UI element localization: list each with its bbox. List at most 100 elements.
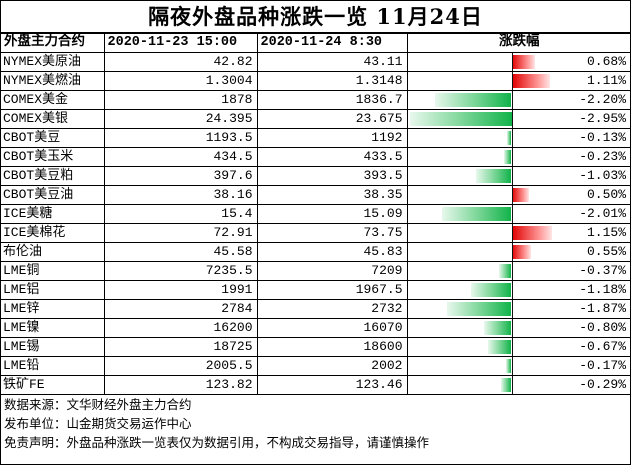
- change-cell: 0.55%: [406, 242, 630, 262]
- table-row: LME镍 16200 16070 -0.80%: [1, 318, 630, 338]
- price-day1: 16200: [103, 318, 258, 338]
- price-day1: 42.82: [103, 52, 258, 72]
- change-cell: -1.18%: [406, 280, 630, 300]
- change-bar: [511, 188, 529, 202]
- table-row: CBOT美玉米 434.5 433.5 -0.23%: [1, 147, 630, 167]
- change-cell: 0.50%: [406, 185, 630, 205]
- change-percent: -1.87%: [579, 301, 626, 316]
- contract-name: COMEX美银: [1, 109, 105, 129]
- contract-name: LME铜: [1, 261, 105, 281]
- change-cell: -2.20%: [406, 90, 630, 110]
- change-cell: -2.01%: [406, 204, 630, 224]
- table-row: LME铝 1991 1967.5 -1.18%: [1, 280, 630, 300]
- price-day1: 24.395: [103, 109, 258, 129]
- table-row: LME锌 2784 2732 -1.87%: [1, 299, 630, 319]
- price-day2: 1967.5: [256, 280, 408, 300]
- contract-name: LME锡: [1, 337, 105, 357]
- table-row: 布伦油 45.58 45.83 0.55%: [1, 242, 630, 262]
- footer-notes: 数据来源：文华财经外盘主力合约 发布单位：山金期货交易运作中心 免责声明：外盘品…: [1, 395, 630, 452]
- change-cell: -2.95%: [406, 109, 630, 129]
- table-row: NYMEX美燃油 1.3004 1.3148 1.11%: [1, 71, 630, 91]
- contract-name: CBOT美玉米: [1, 147, 105, 167]
- change-cell: 1.15%: [406, 223, 630, 243]
- price-day1: 1.3004: [103, 71, 258, 91]
- contract-name: CBOT美豆油: [1, 185, 105, 205]
- table-row: COMEX美金 1878 1836.7 -2.20%: [1, 90, 630, 110]
- price-day1: 15.4: [103, 204, 258, 224]
- price-day2: 16070: [256, 318, 408, 338]
- table-row: CBOT美豆油 38.16 38.35 0.50%: [1, 185, 630, 205]
- price-table: 外盘主力合约 2020-11-23 15:00 2020-11-24 8:30 …: [1, 33, 630, 395]
- price-day2: 2732: [256, 299, 408, 319]
- change-bar: [488, 340, 512, 354]
- change-bar: [470, 283, 512, 297]
- contract-name: 布伦油: [1, 242, 105, 262]
- change-percent: -0.23%: [579, 149, 626, 164]
- price-day2: 43.11: [256, 52, 408, 72]
- change-bar: [475, 169, 512, 183]
- zero-axis: [511, 205, 513, 223]
- change-percent: 0.68%: [586, 54, 626, 69]
- header-date1: 2020-11-23 15:00: [103, 33, 258, 53]
- zero-axis: [511, 357, 513, 375]
- price-day2: 38.35: [256, 185, 408, 205]
- change-bar: [498, 264, 512, 278]
- change-bar: [501, 378, 512, 392]
- table-row: LME铅 2005.5 2002 -0.17%: [1, 356, 630, 376]
- table-row: CBOT美豆 1193.5 1192 -0.13%: [1, 128, 630, 148]
- change-bar: [511, 245, 531, 259]
- change-percent: -0.67%: [579, 339, 626, 354]
- change-percent: -0.80%: [579, 320, 626, 335]
- price-day2: 1.3148: [256, 71, 408, 91]
- change-cell: 0.68%: [406, 52, 630, 72]
- change-bar: [511, 226, 552, 240]
- contract-name: CBOT美豆: [1, 128, 105, 148]
- note-source: 数据来源：文华财经外盘主力合约: [4, 397, 192, 412]
- zero-axis: [511, 167, 513, 185]
- zero-axis: [511, 300, 513, 318]
- zero-axis: [511, 224, 513, 242]
- header-contract: 外盘主力合约: [1, 33, 105, 53]
- price-day1: 1878: [103, 90, 258, 110]
- contract-name: LME锌: [1, 299, 105, 319]
- change-bar: [409, 112, 512, 126]
- price-day1: 397.6: [103, 166, 258, 186]
- change-cell: -1.87%: [406, 299, 630, 319]
- table-row: 铁矿FE 123.82 123.46 -0.29%: [1, 375, 630, 395]
- change-cell: -0.80%: [406, 318, 630, 338]
- table-row: ICE美棉花 72.91 73.75 1.15%: [1, 223, 630, 243]
- change-percent: 0.50%: [586, 187, 626, 202]
- change-bar: [505, 359, 512, 373]
- zero-axis: [511, 262, 513, 280]
- price-day1: 434.5: [103, 147, 258, 167]
- change-percent: -2.01%: [579, 206, 626, 221]
- change-cell: -1.03%: [406, 166, 630, 186]
- header-date2: 2020-11-24 8:30: [256, 33, 408, 53]
- change-cell: 1.11%: [406, 71, 630, 91]
- table-row: LME锡 18725 18600 -0.67%: [1, 337, 630, 357]
- contract-name: CBOT美豆粕: [1, 166, 105, 186]
- zero-axis: [511, 129, 513, 147]
- change-cell: -0.37%: [406, 261, 630, 281]
- change-bar: [507, 131, 512, 145]
- contract-name: COMEX美金: [1, 90, 105, 110]
- change-percent: 1.15%: [586, 225, 626, 240]
- change-cell: -0.17%: [406, 356, 630, 376]
- change-percent: -2.20%: [579, 92, 626, 107]
- zero-axis: [511, 72, 513, 90]
- zero-axis: [511, 53, 513, 71]
- note-disclaimer: 免责声明：外盘品种涨跌一览表仅为数据引用，不构成交易指导，请谨慎操作: [4, 435, 430, 450]
- header-row: 外盘主力合约 2020-11-23 15:00 2020-11-24 8:30 …: [1, 33, 630, 53]
- zero-axis: [511, 148, 513, 166]
- price-day2: 73.75: [256, 223, 408, 243]
- change-percent: -0.29%: [579, 377, 626, 392]
- price-day2: 15.09: [256, 204, 408, 224]
- price-day1: 38.16: [103, 185, 258, 205]
- change-cell: -0.13%: [406, 128, 630, 148]
- zero-axis: [511, 110, 513, 128]
- zero-axis: [511, 186, 513, 204]
- change-percent: -0.13%: [579, 130, 626, 145]
- zero-axis: [511, 376, 513, 394]
- change-cell: -0.29%: [406, 375, 630, 395]
